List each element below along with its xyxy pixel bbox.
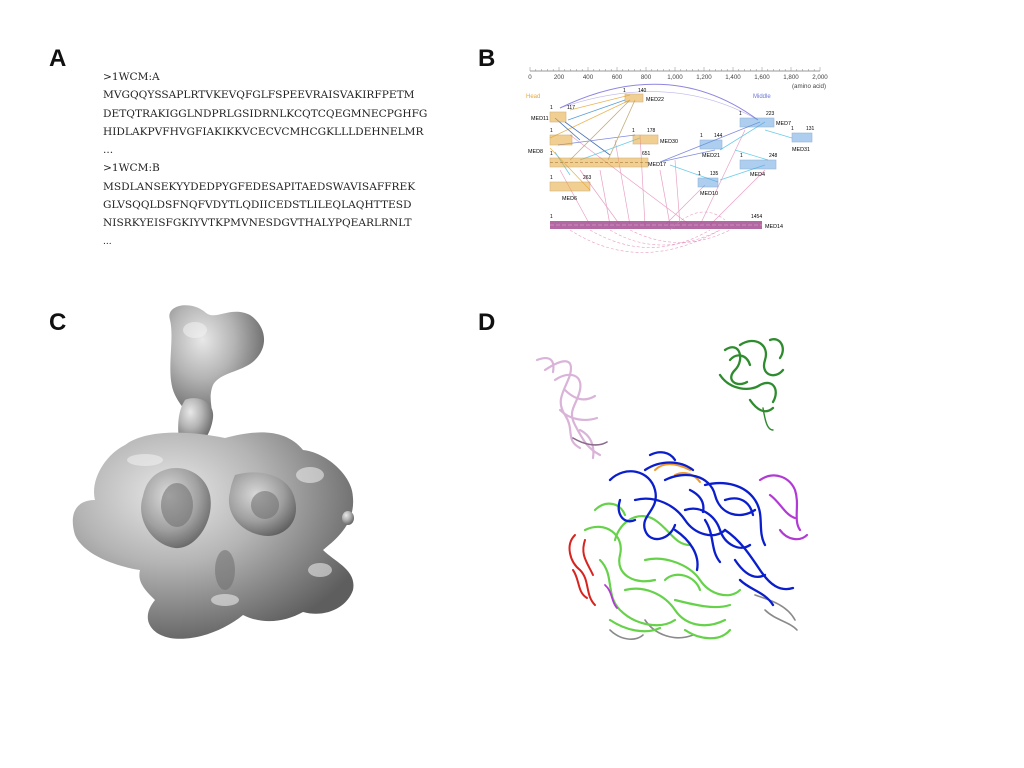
svg-text:MED4: MED4 — [750, 172, 765, 178]
crosslink-map: 0 200 400 600 800 1,000 1,200 1,400 1,60… — [526, 67, 828, 253]
svg-text:1: 1 — [550, 175, 553, 181]
svg-text:MED11: MED11 — [531, 116, 549, 122]
svg-text:MED10: MED10 — [700, 191, 718, 197]
sequence-line: ... — [103, 144, 114, 157]
axis-tick-label: 600 — [612, 74, 623, 81]
svg-text:1: 1 — [550, 151, 553, 157]
svg-text:MED30: MED30 — [660, 139, 678, 145]
sequence-line: >1WCM:B — [103, 162, 160, 175]
svg-text:1: 1 — [700, 133, 703, 139]
svg-text:MED6: MED6 — [562, 196, 577, 202]
axis-tick-label: 1,000 — [667, 74, 683, 81]
panel-letter-c: C — [49, 309, 67, 336]
crosslinks-pink — [559, 129, 766, 226]
svg-text:1: 1 — [550, 128, 553, 134]
axis-tick-label: 0 — [528, 74, 532, 81]
orange-chain — [654, 463, 701, 483]
svg-text:144: 144 — [714, 133, 723, 139]
svg-text:131: 131 — [806, 126, 815, 132]
density-blob — [342, 511, 354, 525]
protein-med7: 1 223 MED7 — [739, 111, 791, 128]
axis-tick-label: 1,800 — [783, 74, 799, 81]
protein-med31: 1 131 MED31 — [791, 126, 815, 153]
axis-tick-label: 800 — [641, 74, 652, 81]
green-domain — [718, 338, 785, 431]
density-highlights — [127, 322, 332, 606]
svg-text:1454: 1454 — [751, 214, 762, 220]
protein-med21: 1 144 MED21 — [699, 133, 723, 159]
svg-text:1: 1 — [739, 111, 742, 117]
sequence-line: ... — [103, 236, 112, 247]
protein-med30: 1 178 MED30 — [632, 128, 678, 145]
svg-text:MED31: MED31 — [792, 147, 810, 153]
svg-text:1: 1 — [740, 153, 743, 159]
svg-text:117: 117 — [567, 105, 575, 111]
svg-text:1: 1 — [550, 105, 553, 111]
panel-letter-a: A — [49, 45, 67, 72]
svg-text:1: 1 — [550, 214, 553, 220]
svg-text:263: 263 — [583, 175, 592, 181]
svg-text:MED8: MED8 — [528, 149, 543, 155]
protein-med11: 1 117 MED11 — [531, 105, 575, 123]
svg-text:1: 1 — [791, 126, 794, 132]
svg-text:MED17: MED17 — [648, 162, 666, 168]
light-green-chains — [583, 502, 742, 640]
svg-text:1: 1 — [623, 88, 626, 94]
svg-text:248: 248 — [769, 153, 778, 159]
crosslinks-blue — [549, 94, 793, 191]
protein-med4: 1 248 MED4 — [739, 153, 778, 178]
sequence-line: GLVSQQLDSFNQFVDYTLQDIICEDSTLILEQLAQHTTES… — [103, 199, 412, 212]
em-density-map — [72, 305, 354, 639]
axis-tick-label: 1,200 — [696, 74, 712, 81]
axis-tick-label: 1,400 — [725, 74, 741, 81]
svg-text:MED21: MED21 — [702, 153, 720, 159]
sequence-line: MVGQQYSSAPLRTVKEVQFGLFSPEEVRAISVAKIRFPET… — [103, 89, 415, 102]
protein-structure — [535, 338, 809, 640]
axis-tick-label: 1,600 — [754, 74, 770, 81]
panel-letter-b: B — [478, 45, 496, 72]
sequence-line: HIDLAKPVFHVGFIAKIKKVCECVCMHCGKLLLDEHNELM… — [103, 125, 424, 138]
svg-text:MED7: MED7 — [776, 121, 791, 127]
axis-tick-labels: 0 200 400 600 800 1,000 1,200 1,400 1,60… — [528, 74, 828, 81]
axis-tick-label: 2,000 — [812, 74, 828, 81]
svg-text:135: 135 — [710, 171, 719, 177]
panel-letter-d: D — [478, 309, 496, 336]
axis-tick-label: 200 — [554, 74, 565, 81]
pink-domain — [535, 356, 608, 460]
svg-text:140: 140 — [638, 88, 647, 94]
med14-self-links — [569, 211, 731, 253]
axis-unit-label: (amino acid) — [792, 83, 826, 90]
blue-chains — [608, 451, 795, 607]
sequence-line: DETQTRAKIGGLNDPRLGSIDRNLKCQTCQEGMNECPGHF… — [103, 107, 428, 120]
density-cavities — [161, 483, 279, 590]
red-chain — [568, 534, 596, 606]
protein-med6: 1 263 MED6 — [549, 175, 592, 202]
protein-med8: 1 MED8 — [528, 128, 573, 155]
gray-chains — [609, 594, 798, 640]
svg-text:651: 651 — [642, 151, 651, 157]
protein-med17: 1 651 MED17 — [549, 151, 666, 168]
svg-text:223: 223 — [766, 111, 775, 117]
protein-med22: 1 140 MED22 — [623, 88, 664, 103]
svg-text:178: 178 — [647, 128, 656, 134]
svg-text:1: 1 — [632, 128, 635, 134]
magenta-chains — [604, 474, 809, 609]
protein-med10: 1 135 MED10 — [697, 171, 719, 197]
protein-med14: 1 1454 MED14 — [550, 214, 783, 230]
middle-module-label: Middle — [753, 94, 771, 100]
sequence-line: MSDLANSEKYYDEDPYGFEDESAPITAEDSWAVISAFFRE… — [103, 180, 416, 193]
svg-text:1: 1 — [698, 171, 701, 177]
head-module-label: Head — [526, 94, 540, 100]
sequence-line: >1WCM:A — [103, 71, 160, 83]
sequence-line: NISRKYEISFGKIYVTKPMVNESDGVTHALYPQEARLRNL… — [103, 217, 412, 230]
amino-acid-axis: 0 200 400 600 800 1,000 1,200 1,400 1,60… — [528, 67, 828, 90]
svg-text:MED14: MED14 — [765, 224, 783, 230]
sequence-listing: >1WCM:A MVGQQYSSAPLRTVKEVQFGLFSPEEVRAISV… — [103, 68, 427, 251]
axis-tick-label: 400 — [583, 74, 594, 81]
svg-text:MED22: MED22 — [646, 97, 664, 103]
